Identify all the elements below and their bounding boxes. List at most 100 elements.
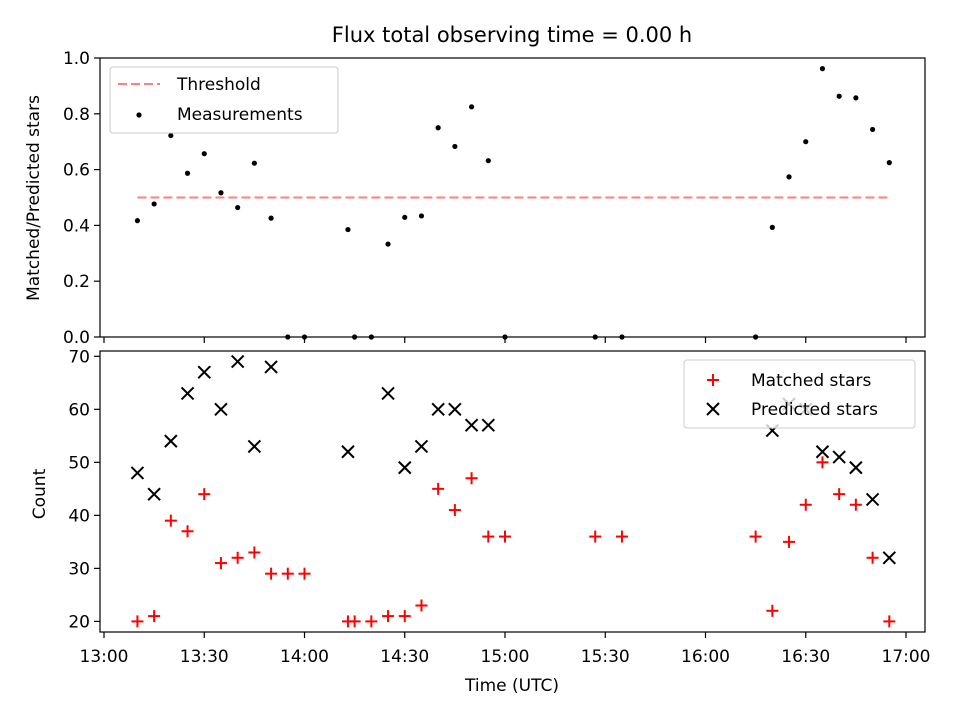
matched-point	[482, 530, 495, 543]
count-x-tick-label: 13:30	[180, 647, 229, 667]
measurement-point	[485, 158, 491, 164]
matched-point	[198, 488, 211, 501]
count-legend: Matched stars Predicted stars	[683, 359, 916, 429]
predicted-point-b	[130, 466, 145, 480]
measurement-point	[235, 204, 241, 211]
matched-point	[866, 551, 879, 564]
predicted-point	[230, 354, 245, 369]
predicted-point-b	[849, 460, 863, 475]
predicted-point-b	[481, 418, 495, 432]
count-y-tick-label: 60	[68, 400, 90, 420]
predicted-point-b	[464, 418, 479, 432]
predicted-point-b	[832, 450, 846, 464]
measurement-point	[385, 241, 391, 247]
matched-point	[783, 535, 796, 548]
ratio-y-tick-label: 0.2	[63, 272, 90, 292]
predicted-point-b	[230, 354, 245, 369]
ratio-axes-frame	[99, 57, 926, 338]
matched-point	[214, 557, 227, 570]
threshold-legend-label: Threshold	[176, 75, 261, 95]
count-y-tick-label: 50	[68, 453, 90, 473]
predicted-point-b	[882, 551, 896, 565]
ratio-y-tick-label: 0.6	[63, 161, 90, 181]
measurement-point	[251, 160, 257, 166]
predicted-point-b	[341, 445, 355, 459]
count-y-axis-label: Count	[30, 468, 50, 519]
predicted-point	[180, 386, 195, 401]
predicted-point	[197, 365, 211, 379]
count-x-tick-label: 16:00	[681, 647, 730, 667]
matched-point	[298, 567, 311, 580]
measurement-point	[836, 93, 842, 99]
predicted-legend-label: Predicted stars	[751, 400, 878, 420]
count-legend-box	[683, 359, 916, 429]
matched-point	[448, 504, 461, 517]
matched-point	[382, 610, 395, 623]
predicted-point-b	[398, 460, 412, 475]
predicted-point-b	[448, 402, 462, 417]
matched-point	[415, 599, 428, 612]
predicted-point-b	[815, 445, 830, 459]
count-plot-area: 20 30 40 50 60 70 13:00 13:30 14:00 14:30 15:00 15:…	[68, 347, 930, 667]
matched-point	[281, 567, 294, 580]
count-x-tick-label: 14:00	[280, 647, 329, 667]
predicted-point	[214, 402, 228, 417]
matched-point	[749, 530, 762, 543]
chart-title: Flux total observing time = 0.00 h	[332, 23, 692, 47]
matched-point	[398, 610, 411, 623]
measurement-point	[168, 132, 174, 139]
predicted-point	[414, 439, 429, 454]
ratio-y-tick-label: 0.0	[63, 328, 90, 348]
predicted-point-b	[147, 487, 161, 501]
matched-point	[849, 498, 862, 511]
matched-point	[465, 472, 478, 485]
ratio-y-tick-label: 1.0	[63, 49, 90, 69]
predicted-point-b	[197, 365, 211, 379]
predicted-point	[464, 418, 479, 432]
predicted-legend-swatch-b	[706, 402, 720, 416]
count-x-tick-label: 16:30	[781, 647, 830, 667]
predicted-point	[164, 434, 178, 448]
predicted-point	[398, 460, 412, 475]
measurement-point	[803, 139, 809, 145]
predicted-point-b	[214, 402, 228, 417]
matched-point	[833, 488, 846, 501]
measurement-point	[184, 170, 191, 176]
matched-point	[265, 567, 278, 580]
predicted-point-b	[180, 386, 195, 401]
predicted-point	[341, 445, 355, 459]
measurement-point	[218, 190, 224, 196]
matched-point	[883, 615, 896, 628]
predicted-point-b	[264, 360, 278, 374]
matched-point	[248, 546, 261, 559]
matched-point	[432, 482, 445, 495]
matched-point	[799, 498, 812, 511]
matched-point	[589, 530, 602, 543]
measurement-point	[886, 160, 892, 166]
matched-point	[499, 530, 511, 543]
count-x-tick-label: 17:00	[882, 647, 931, 667]
predicted-point	[849, 460, 863, 475]
measurement-point	[452, 143, 458, 150]
predicted-point	[381, 386, 395, 401]
matched-point	[131, 615, 144, 628]
predicted-point	[431, 402, 445, 417]
matched-point	[164, 514, 177, 527]
count-x-tick-label: 15:00	[481, 647, 530, 667]
count-y-tick-label: 30	[68, 559, 90, 579]
count-y-tick-label: 70	[68, 347, 90, 367]
predicted-point-b	[381, 386, 395, 401]
ratio-legend: Threshold Measurements	[109, 66, 339, 134]
measurements-legend-label: Measurements	[177, 105, 303, 125]
predicted-point-b	[414, 439, 429, 454]
matched-point	[181, 525, 194, 538]
matched-point	[766, 604, 779, 617]
matched-point	[148, 610, 161, 623]
measurement-point	[468, 104, 475, 110]
ratio-y-tick-label: 0.8	[63, 105, 90, 125]
measurement-point	[869, 126, 876, 133]
measurement-point	[402, 214, 408, 220]
matched-point	[231, 551, 244, 564]
predicted-point-b	[247, 439, 262, 454]
